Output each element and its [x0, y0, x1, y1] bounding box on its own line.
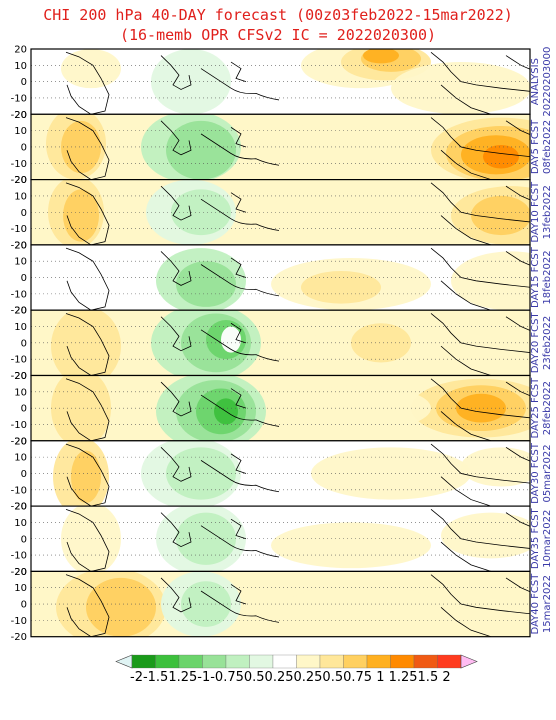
y-tick-label: 10	[14, 583, 27, 594]
y-tick-label: 20	[14, 240, 27, 251]
map-panel: 20 10 0 -10 -20 DAY10 FCST 13feb2022	[11, 175, 553, 251]
y-tick-label: -20	[11, 110, 27, 121]
panel-date: 28feb2022	[542, 381, 553, 435]
y-tick-label: -20	[11, 175, 27, 186]
colorbar-swatch	[437, 654, 462, 669]
colorbar-swatch	[225, 654, 250, 669]
y-tick-label: -10	[11, 289, 27, 300]
panel-label: DAY10 FCST	[530, 181, 541, 243]
y-tick-label: 0	[21, 77, 27, 88]
colorbar-swatch	[319, 654, 344, 669]
y-tick-label: -10	[11, 93, 27, 104]
y-tick-label: 10	[14, 257, 27, 268]
map-panel: 20 10 0 -10 -20 DAY40 FCST 15mar2022	[11, 567, 553, 643]
colorbar-swatch	[131, 654, 156, 669]
y-tick-label: 10	[14, 191, 27, 202]
y-tick-label: 0	[21, 404, 27, 415]
y-tick-label: 0	[21, 273, 27, 284]
colorbar-swatch	[296, 654, 321, 669]
y-tick-label: -10	[11, 355, 27, 366]
colorbar-swatch	[366, 654, 391, 669]
colorbar-swatch	[390, 654, 415, 669]
y-tick-label: 20	[14, 436, 27, 447]
y-tick-label: 0	[21, 469, 27, 480]
colorbar: -2-1.51.25-1-0.750.50.250.250.50.75 1 1.…	[115, 654, 478, 685]
y-tick-label: -20	[11, 371, 27, 382]
colorbar-swatch	[272, 654, 297, 669]
y-tick-label: 20	[14, 45, 27, 56]
y-tick-label: 20	[14, 371, 27, 382]
panel-label: ANALYSIS	[530, 58, 541, 105]
y-tick-label: -10	[11, 485, 27, 496]
y-tick-label: -20	[11, 306, 27, 317]
y-tick-label: 10	[14, 518, 27, 529]
y-tick-label: 10	[14, 126, 27, 137]
colorbar-swatch	[413, 654, 438, 669]
y-tick-label: 20	[14, 502, 27, 513]
panel-label: DAY40 FCST	[530, 573, 541, 635]
y-tick-label: 10	[14, 61, 27, 72]
panel-date: 20220203000	[542, 47, 553, 117]
y-tick-label: -20	[11, 502, 27, 513]
y-tick-label: -20	[11, 436, 27, 447]
y-tick-label: 20	[14, 175, 27, 186]
y-tick-label: -20	[11, 632, 27, 643]
y-tick-label: -10	[11, 551, 27, 562]
map-panel: 20 10 0 -10 -20 DAY20 FCST 23feb2022	[11, 306, 553, 382]
y-tick-label: 20	[14, 110, 27, 121]
panel-label: DAY20 FCST	[530, 312, 541, 374]
map-panel: 20 10 0 -10 -20 DAY15 FCST 18feb2022	[11, 240, 553, 317]
y-tick-label: 10	[14, 453, 27, 464]
map-panel: 20 10 0 -10 -20 DAY30 FCST 05mar2022	[11, 436, 553, 513]
panel-date: 23feb2022	[542, 316, 553, 370]
panel-label: DAY30 FCST	[530, 442, 541, 504]
panel-label: DAY35 FCST	[530, 507, 541, 569]
colorbar-swatch	[202, 654, 227, 669]
panel-date: 05mar2022	[542, 444, 553, 502]
y-tick-label: 0	[21, 142, 27, 153]
y-tick-label: 20	[14, 306, 27, 317]
y-tick-label: -10	[11, 159, 27, 170]
panel-label: DAY5 FCST	[530, 119, 541, 174]
map-panel: 20 10 0 -10 -20 ANALYSIS 20220203000	[11, 45, 553, 121]
y-tick-label: 10	[14, 387, 27, 398]
y-tick-label: -20	[11, 240, 27, 251]
colorbar-labels: -2-1.51.25-1-0.750.50.250.250.50.75 1 1.…	[130, 670, 451, 685]
map-panel: 20 10 0 -10 -20 DAY5 FCST 08feb2022	[11, 110, 553, 186]
colorbar-high-arrow	[460, 654, 478, 669]
y-tick-label: 0	[21, 208, 27, 219]
y-tick-label: 0	[21, 600, 27, 611]
y-tick-label: 20	[14, 567, 27, 578]
map-panel: 20 10 0 -10 -20 DAY35 FCST 10mar2022	[11, 502, 553, 578]
colorbar-swatch	[249, 654, 274, 669]
colorbar-swatch	[155, 654, 180, 669]
y-tick-label: -10	[11, 420, 27, 431]
colorbar-low-arrow	[115, 654, 133, 669]
panel-date: 08feb2022	[542, 120, 553, 174]
y-tick-label: 10	[14, 322, 27, 333]
title-line-1: CHI 200 hPa 40-DAY forecast (00z03feb202…	[43, 6, 513, 24]
y-tick-label: 0	[21, 534, 27, 545]
title-line-2: (16-memb OPR CFSv2 IC = 2022020300)	[119, 26, 437, 44]
panel-date: 18feb2022	[542, 250, 553, 304]
map-panel: 20 10 0 -10 -20 DAY25 FCST 28feb2022	[11, 371, 553, 447]
panel-date: 13feb2022	[542, 185, 553, 239]
y-tick-label: -20	[11, 567, 27, 578]
panel-label: DAY25 FCST	[530, 377, 541, 439]
panel-date: 15mar2022	[542, 575, 553, 633]
panel-date: 10mar2022	[542, 510, 553, 568]
colorbar-swatch	[178, 654, 203, 669]
y-tick-label: -10	[11, 224, 27, 235]
panel-label: DAY15 FCST	[530, 246, 541, 308]
y-tick-label: 0	[21, 338, 27, 349]
y-tick-label: -10	[11, 616, 27, 627]
colorbar-swatch	[343, 654, 368, 669]
